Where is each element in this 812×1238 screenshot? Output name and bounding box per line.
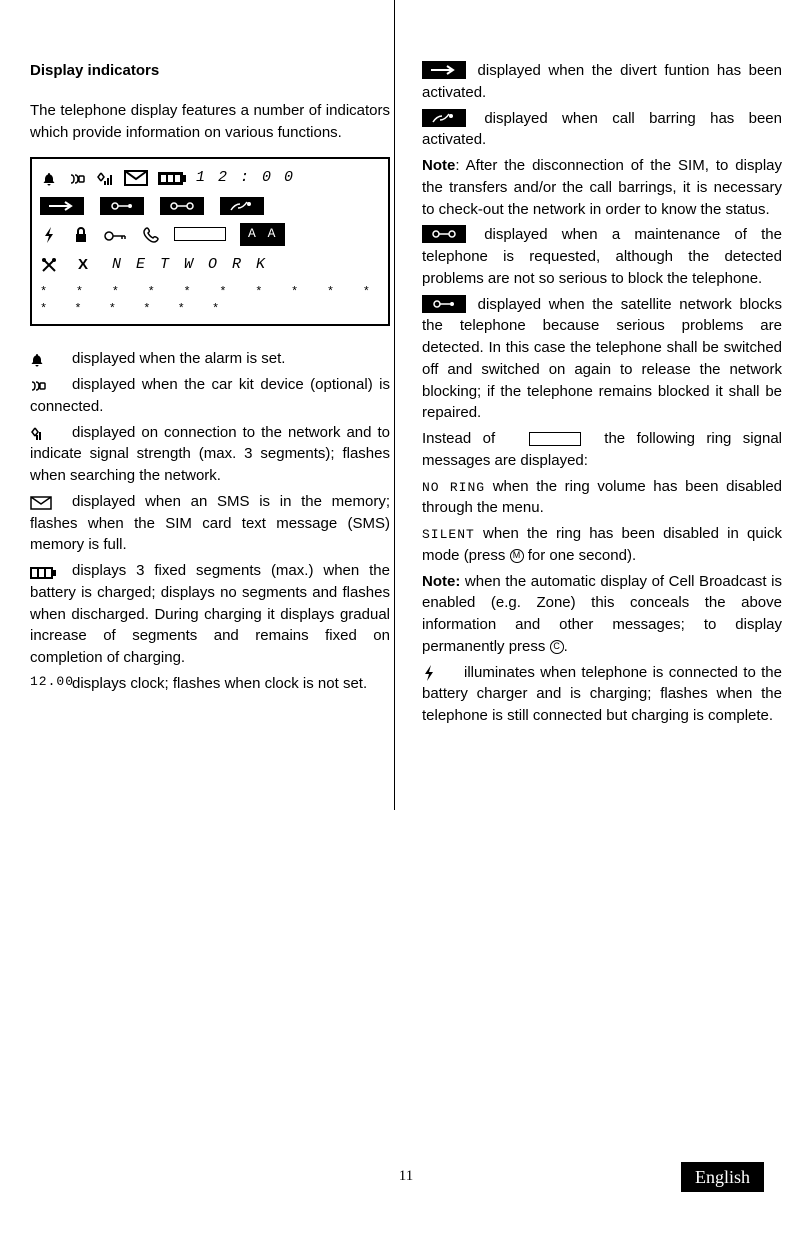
def-battery: displays 3 fixed segments (max.) when th… bbox=[30, 560, 390, 669]
intro-paragraph: The telephone display features a number … bbox=[30, 100, 390, 144]
battery-icon bbox=[30, 560, 72, 582]
divert-icon bbox=[422, 61, 466, 79]
def-sms: displayed when an SMS is in the memory; … bbox=[30, 491, 390, 556]
carkit-icon bbox=[30, 374, 72, 396]
charge-icon bbox=[40, 224, 58, 246]
ring-box bbox=[529, 432, 581, 446]
key-icon bbox=[104, 224, 128, 246]
def-clock-text: displays clock; flashes when clock is no… bbox=[72, 675, 367, 692]
def-noring: NO RING when the ring volume has been di… bbox=[422, 476, 782, 520]
barring-icon bbox=[422, 109, 466, 127]
def-divert-text: displayed when the divert funtion has be… bbox=[422, 62, 782, 101]
def-carkit-text: displayed when the car kit device (optio… bbox=[30, 376, 390, 415]
battery-icon bbox=[158, 167, 186, 189]
block-icon bbox=[422, 295, 466, 313]
lcd-stars: * * * * * * * * * * * * * * * * bbox=[40, 284, 380, 319]
def-silent-text-2: for one second). bbox=[524, 547, 637, 564]
lcd-clock: 1 2 : 0 0 bbox=[196, 167, 295, 189]
def-silent: SILENT when the ring has been disabled i… bbox=[422, 523, 782, 567]
def-maint-text: displayed when a maintenance of the tele… bbox=[422, 226, 782, 287]
section-title: Display indicators bbox=[30, 60, 390, 82]
note-sim: Note: After the disconnection of the SIM… bbox=[422, 155, 782, 220]
block-icon bbox=[100, 197, 144, 215]
m-button-icon: M bbox=[510, 549, 524, 563]
maint-icon bbox=[160, 197, 204, 215]
lcd-network: N E T W O R K bbox=[112, 254, 268, 276]
charge-icon bbox=[422, 662, 464, 684]
left-column: Display indicators The telephone display… bbox=[30, 60, 390, 731]
note-label: Note: bbox=[422, 573, 460, 590]
def-signal-text: displayed on connection to the net­work … bbox=[30, 424, 390, 485]
bell-icon bbox=[30, 348, 72, 370]
signal-icon bbox=[96, 167, 114, 189]
def-clock: 12.00displays clock; flashes when clock … bbox=[30, 673, 390, 695]
noring-label: NO RING bbox=[422, 480, 485, 495]
instead-text-1: Instead of bbox=[422, 430, 507, 447]
signal-icon bbox=[30, 422, 72, 444]
bell-icon bbox=[40, 167, 58, 189]
call-icon bbox=[142, 224, 160, 246]
def-battery-text: displays 3 fixed segments (max.) when th… bbox=[30, 562, 390, 666]
aa-indicator: A A bbox=[240, 223, 285, 246]
def-block: displayed when the satellite net­work bl… bbox=[422, 294, 782, 425]
instead-of: Instead of the following ring si­gnal me… bbox=[422, 428, 782, 472]
def-divert: displayed when the divert funtion has be… bbox=[422, 60, 782, 104]
c-button-icon: C bbox=[550, 640, 564, 654]
x-icon: X bbox=[76, 254, 94, 276]
divert-icon bbox=[40, 197, 84, 215]
language-tag: English bbox=[681, 1162, 764, 1192]
def-alarm-text: displayed when the alarm is set. bbox=[72, 350, 285, 367]
def-maintenance: displayed when a maintenance of the tele… bbox=[422, 224, 782, 289]
silent-label: SILENT bbox=[422, 527, 475, 542]
def-carkit: displayed when the car kit device (optio… bbox=[30, 374, 390, 418]
lock-icon bbox=[72, 224, 90, 246]
envelope-icon bbox=[30, 491, 72, 513]
clock-label: 12.00 bbox=[30, 673, 72, 692]
note-cb-text: when the automatic display of Cell Broad… bbox=[422, 573, 782, 655]
right-column: displayed when the divert funtion has be… bbox=[422, 60, 782, 731]
carkit-icon bbox=[68, 167, 86, 189]
maint-icon bbox=[422, 225, 466, 243]
lcd-diagram: 1 2 : 0 0 bbox=[30, 157, 390, 326]
ring-box bbox=[174, 227, 226, 241]
note-label: Note bbox=[422, 157, 455, 174]
def-barring: displayed when call barring has been act… bbox=[422, 108, 782, 152]
def-block-text: displayed when the satellite net­work bl… bbox=[422, 296, 782, 422]
def-alarm: displayed when the alarm is set. bbox=[30, 348, 390, 370]
def-signal: displayed on connection to the net­work … bbox=[30, 422, 390, 487]
barring-icon bbox=[220, 197, 264, 215]
def-sms-text: displayed when an SMS is in the memory; … bbox=[30, 493, 390, 554]
note-cellbroadcast: Note: when the automatic display of Cell… bbox=[422, 571, 782, 658]
note-sim-text: : After the disconnection of the SIM, to… bbox=[422, 157, 782, 218]
envelope-icon bbox=[124, 167, 148, 189]
def-charge: illuminates when telephone is con­nected… bbox=[422, 662, 782, 727]
crossed-tools-icon bbox=[40, 254, 58, 276]
column-divider bbox=[394, 0, 395, 810]
def-charge-text: illuminates when telephone is con­nected… bbox=[422, 664, 782, 725]
def-barring-text: displayed when call barring has been act… bbox=[422, 110, 782, 149]
